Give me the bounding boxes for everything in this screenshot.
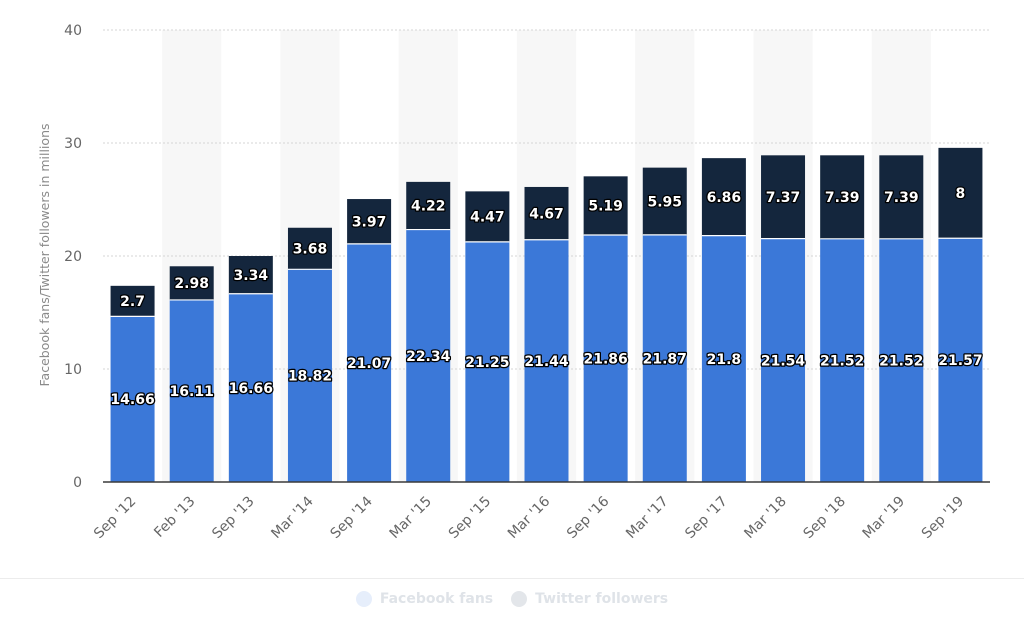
y-tick-label: 40 [64,23,82,39]
bar-twitter[interactable] [406,181,451,230]
legend-label-twitter: Twitter followers [535,591,669,607]
bar-facebook[interactable] [642,234,687,482]
x-tick-label: Feb '13 [151,494,198,541]
x-tick-label: Mar '16 [505,493,554,542]
x-tick-label: Mar '17 [623,494,671,542]
data-label-twitter: 4.47 [470,210,505,226]
legend-area: Facebook fans Twitter followers [0,578,1024,617]
data-label-facebook: 21.57 [938,353,982,369]
bar-twitter[interactable] [465,191,510,242]
data-label-twitter: 4.22 [411,199,446,215]
bar-facebook[interactable] [169,299,214,482]
bar-facebook[interactable] [110,316,155,482]
x-tick-label: Mar '15 [387,494,435,542]
bar-twitter[interactable] [701,158,746,236]
y-axis-title: Facebook fans/Twitter followers in milli… [37,124,52,387]
data-label-twitter: 6.86 [707,190,742,206]
bar-twitter[interactable] [642,167,687,235]
bars [110,147,983,482]
bar-twitter[interactable] [347,199,392,244]
x-tick-label: Sep '15 [446,494,494,542]
data-label-facebook: 21.8 [707,352,742,368]
data-label-twitter: 8 [956,186,966,202]
data-label-twitter: 7.37 [766,190,801,206]
bar-facebook[interactable] [938,238,983,482]
bar-twitter[interactable] [583,176,628,235]
bar-facebook[interactable] [820,238,865,482]
data-label-twitter: 4.67 [529,206,564,222]
bar-facebook[interactable] [228,293,273,482]
data-label-facebook: 21.52 [820,353,864,369]
legend-label-facebook: Facebook fans [379,591,494,607]
bar-facebook[interactable] [465,241,510,482]
data-labels: 14.66 2.7 16.11 2.98 16.66 3.34 18.82 3.68 21.07… [109,185,984,410]
legend-dot-facebook-icon [355,591,372,607]
bar-twitter[interactable] [938,147,983,239]
data-label-twitter: 3.97 [352,214,387,230]
data-label-facebook: 21.25 [465,355,509,371]
data-label-twitter: 2.7 [120,294,145,310]
x-tick-label: Sep '16 [564,493,613,542]
bar-facebook[interactable] [524,239,569,482]
data-label-facebook: 18.82 [288,369,332,385]
data-label-facebook: 16.11 [170,384,214,400]
x-tick-label: Sep '18 [801,494,849,542]
x-tick-label: Sep '17 [682,494,730,542]
data-label-twitter: 7.39 [825,190,860,206]
data-label-twitter: 5.95 [647,194,682,210]
bar-twitter[interactable] [228,256,273,294]
data-label-facebook: 21.52 [879,353,923,369]
bar-facebook[interactable] [761,238,806,482]
x-tick-label: Sep '19 [919,494,967,542]
data-label-facebook: 21.07 [347,356,391,372]
x-tick-label: Sep '12 [91,494,139,542]
data-label-twitter: 5.19 [588,199,623,215]
data-label-facebook: 21.44 [524,354,569,370]
data-label-twitter: 3.34 [234,268,269,284]
y-tick-label: 10 [64,362,82,378]
bar-twitter[interactable] [761,155,806,239]
x-tick-label: Sep '14 [327,493,376,542]
bar-facebook[interactable] [701,235,746,482]
data-label-twitter: 2.98 [174,276,209,292]
bar-twitter[interactable] [524,186,569,240]
data-label-twitter: 3.68 [293,242,328,258]
bar-twitter[interactable] [820,155,865,239]
bar-twitter[interactable] [169,266,214,300]
x-tick-label: Mar '19 [860,494,908,542]
bar-facebook[interactable] [406,229,451,482]
data-label-twitter: 7.39 [884,190,919,206]
y-tick-label: 20 [64,249,82,265]
y-tick-label: 0 [73,475,82,491]
bar-facebook[interactable] [347,243,392,482]
data-label-facebook: 22.34 [406,349,451,365]
legend-item-facebook[interactable]: Facebook fans [355,591,494,607]
bar-twitter[interactable] [110,285,155,317]
data-label-facebook: 21.87 [643,351,687,367]
bar-facebook[interactable] [287,269,332,482]
x-tick-label: Sep '13 [209,494,257,542]
legend: Facebook fans Twitter followers [0,591,1024,607]
bar-facebook[interactable] [583,234,628,482]
bar-twitter[interactable] [287,227,332,270]
data-label-facebook: 21.86 [583,351,627,367]
legend-item-twitter[interactable]: Twitter followers [511,591,668,607]
y-tick-label: 30 [64,136,82,152]
x-tick-label: Mar '18 [741,494,789,542]
bar-facebook[interactable] [879,238,924,482]
data-label-facebook: 16.66 [229,381,273,397]
legend-dot-twitter-icon [511,591,528,607]
data-label-facebook: 14.66 [110,392,154,408]
data-label-facebook: 21.54 [761,353,806,369]
bar-twitter[interactable] [879,155,924,239]
x-tick-label: Mar '14 [268,493,317,542]
